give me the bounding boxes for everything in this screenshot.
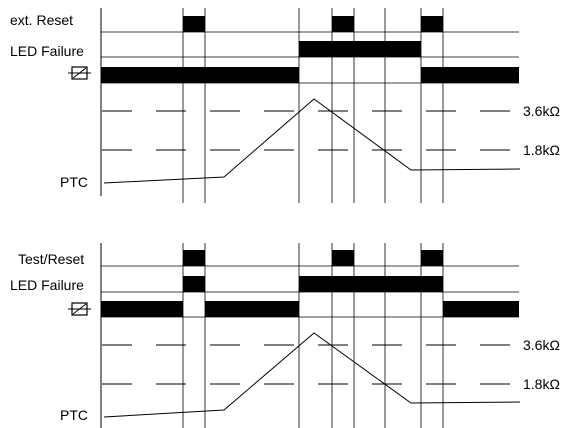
- top-led-label: LED Failure: [10, 43, 84, 59]
- bottom-relay-energized: [101, 301, 183, 317]
- top-time-markers: [182, 8, 444, 203]
- top-timing-diagram: ext. Reset LED Failure 3.6kΩ 1.8kΩ PTC: [10, 8, 560, 203]
- bottom-relay-energized: [205, 301, 299, 317]
- top-relay-energized: [421, 67, 519, 83]
- bottom-relay-energized: [443, 301, 519, 317]
- top-level-high-label: 3.6kΩ: [523, 103, 560, 119]
- bottom-reset-pulse: [421, 250, 443, 266]
- top-relay-icon: [68, 66, 91, 80]
- top-reset-pulse: [332, 16, 354, 32]
- bottom-relay-icon: [68, 302, 91, 316]
- top-reset-pulse: [421, 16, 443, 32]
- bottom-level-low-label: 1.8kΩ: [523, 376, 560, 392]
- bottom-ptc-curve: [103, 332, 521, 418]
- bottom-led-active: [299, 276, 443, 292]
- bottom-time-markers: [182, 243, 444, 428]
- top-led-active: [299, 41, 421, 57]
- bottom-led-active: [183, 276, 205, 292]
- bottom-led-label: LED Failure: [10, 277, 84, 293]
- top-reset-pulse: [183, 16, 205, 32]
- bottom-reset-pulse: [183, 250, 205, 266]
- top-reset-label: ext. Reset: [10, 12, 73, 28]
- bottom-level-high-label: 3.6kΩ: [523, 337, 560, 353]
- top-relay-energized: [101, 67, 299, 83]
- bottom-reset-label: Test/Reset: [18, 251, 84, 267]
- bottom-reset-pulse: [332, 250, 354, 266]
- top-level-low-label: 1.8kΩ: [523, 142, 560, 158]
- top-ptc-label: PTC: [60, 174, 88, 190]
- top-ptc-curve: [103, 98, 521, 184]
- bottom-timing-diagram: Test/Reset LED Failure 3.6kΩ 1.8kΩ PTC: [10, 243, 560, 428]
- bottom-ptc-label: PTC: [60, 407, 88, 423]
